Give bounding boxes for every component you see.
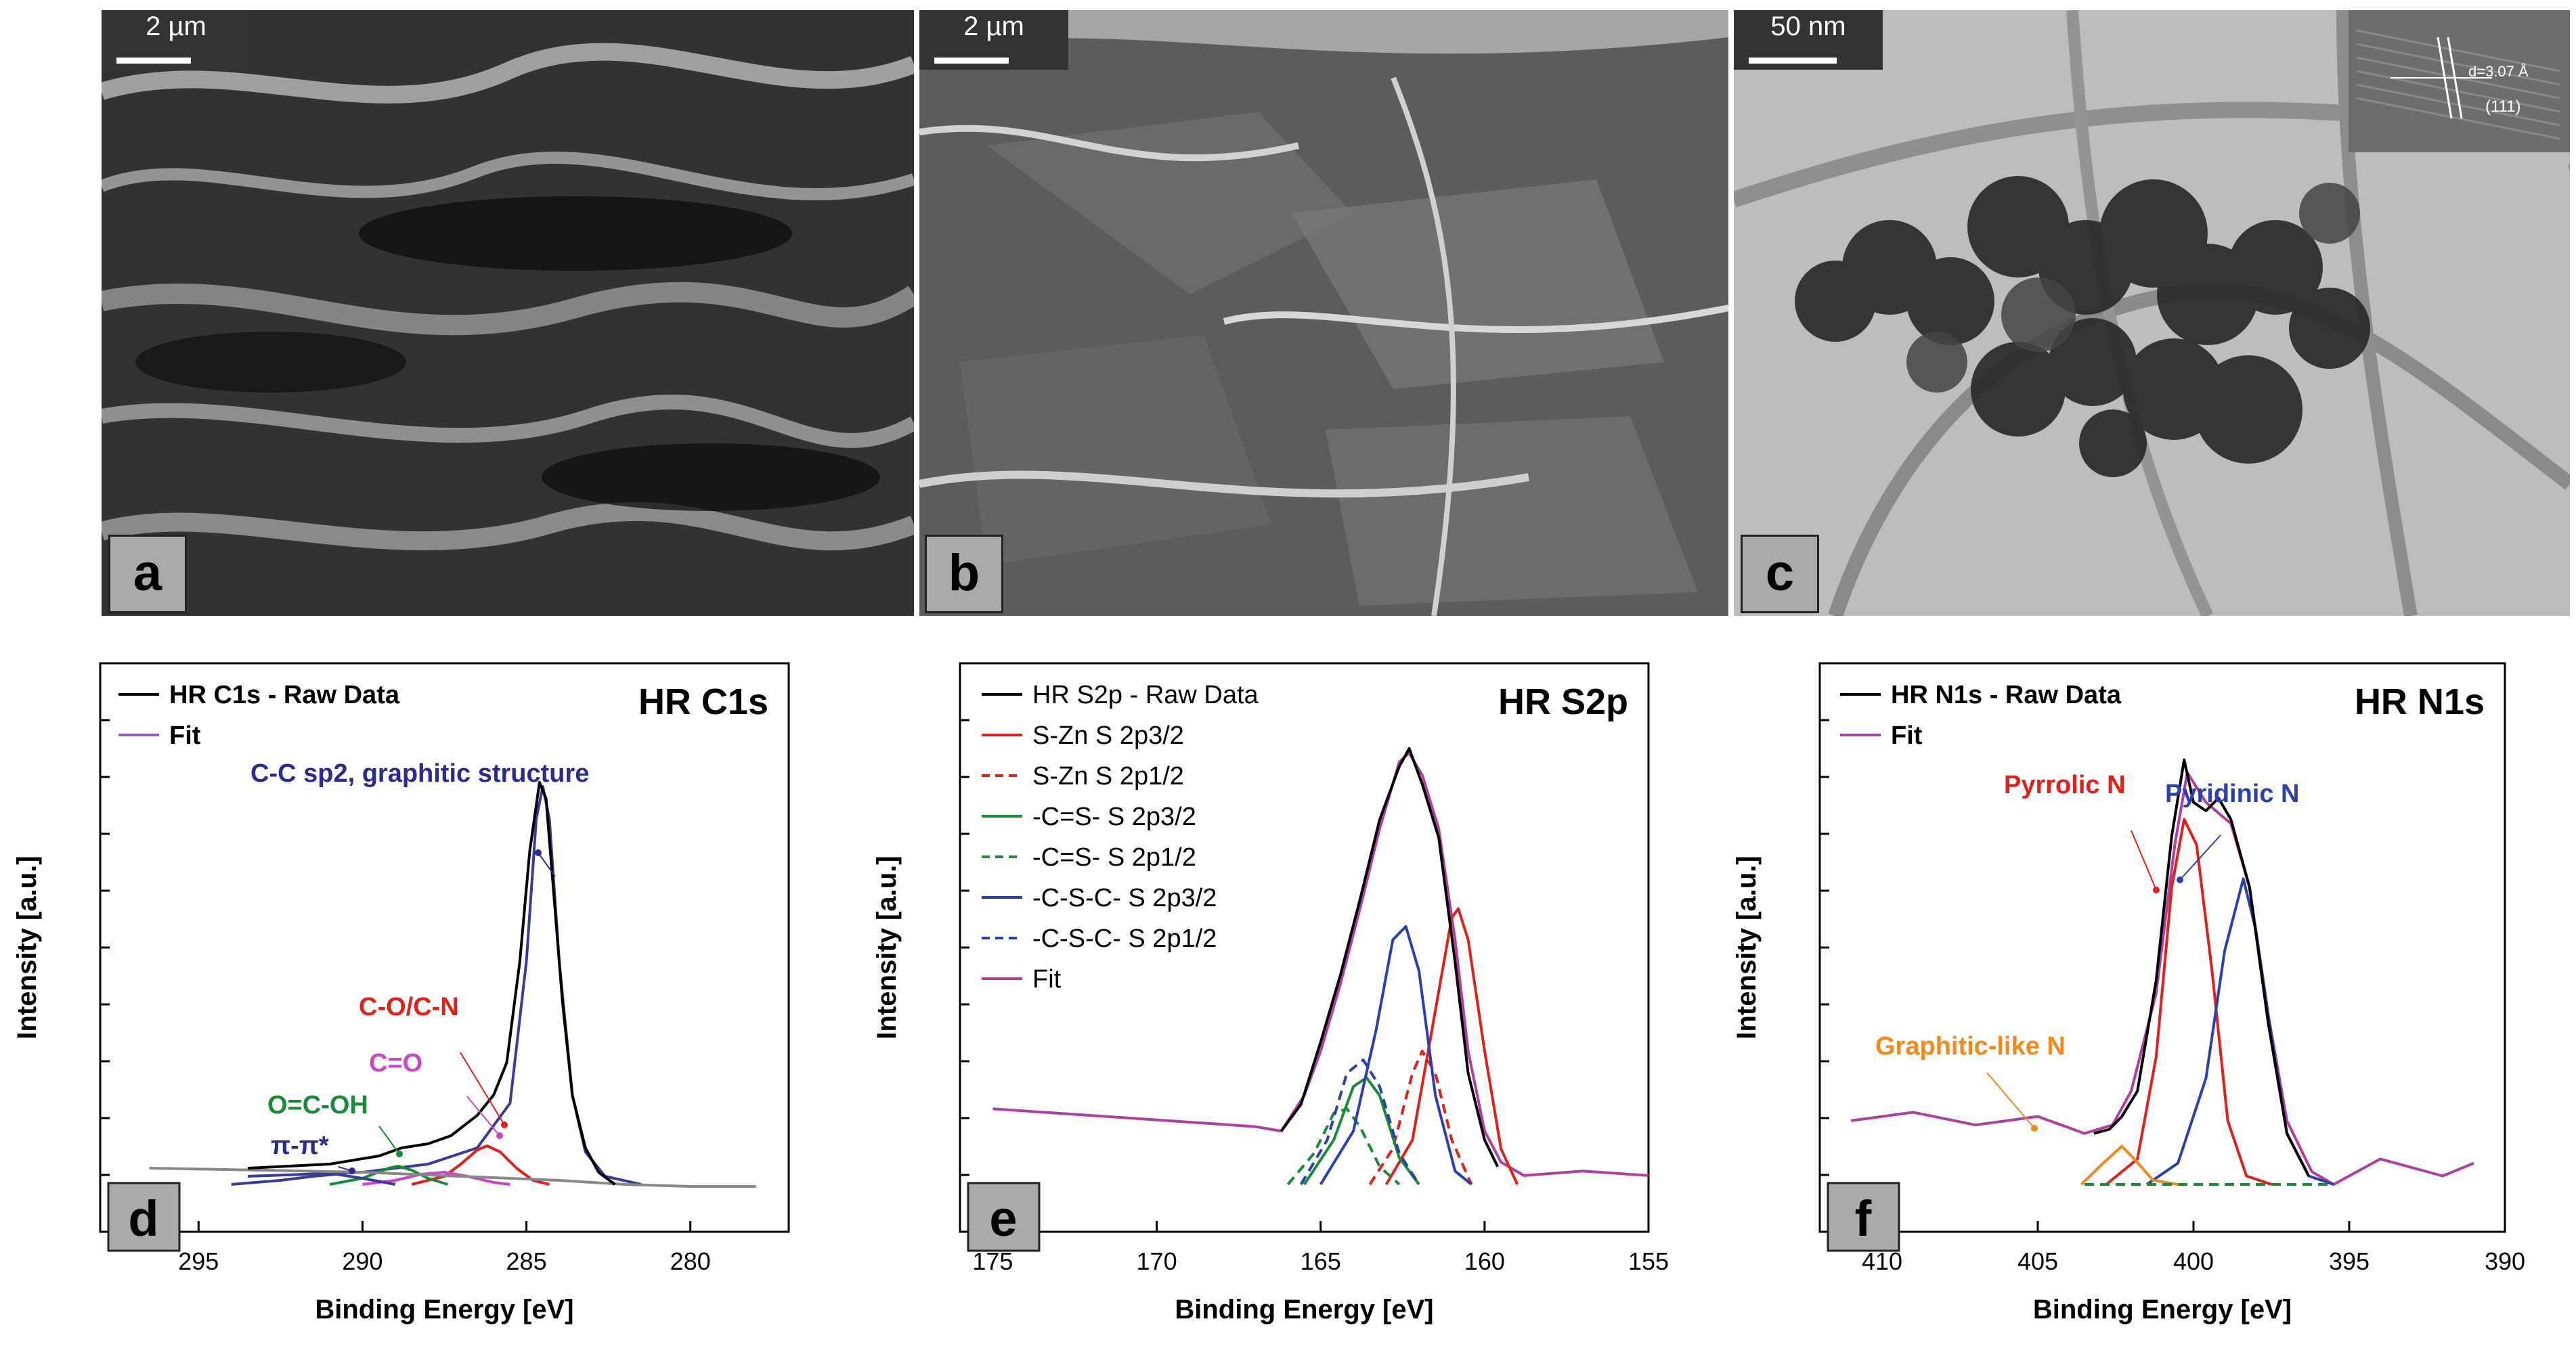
plot-frame (99, 662, 790, 1233)
peak-annotation: Pyrrolic N (2004, 771, 2126, 799)
tem-image-panel-c: d=3.07 Å (111) 50 nm (1734, 10, 2570, 616)
legend-label: Fit (1891, 721, 1923, 750)
annotation-arrow (460, 1052, 505, 1126)
x-axis-label: Binding Energy [eV] (2033, 1295, 2292, 1325)
legend-label: -C-S-C- S 2p3/2 (1032, 884, 1217, 912)
y-axis-label: Intensity [a.u.] (1732, 855, 1762, 1039)
legend-label: -C=S- S 2p1/2 (1032, 843, 1196, 872)
scale-bar-label: 50 nm (1770, 12, 1846, 41)
series-line (247, 785, 642, 1186)
scale-bar: 2 µm (919, 10, 1068, 70)
panel-label: f (1855, 1191, 1872, 1247)
series-line (247, 781, 616, 1186)
plane-label: (111) (2485, 97, 2520, 116)
x-tick-label: 290 (342, 1247, 383, 1275)
x-tick-label: 405 (2017, 1247, 2058, 1275)
annotation-arrowhead (396, 1151, 403, 1157)
peak-annotation: C-O/C-N (359, 993, 459, 1021)
series-line (1286, 1107, 1401, 1186)
scale-bar: 50 nm (1734, 10, 1883, 70)
hrtem-inset (2349, 10, 2570, 152)
annotation-arrow (466, 1096, 500, 1136)
annotation-arrow (2131, 830, 2157, 891)
annotation-arrow (2179, 835, 2221, 881)
series-line (1384, 907, 1519, 1186)
chart-title: HR C1s (638, 682, 768, 722)
x-axis-label: Binding Energy [eV] (315, 1295, 573, 1325)
chart-title: HR N1s (2355, 682, 2485, 722)
xps-c1s-chart: 295 290 285 280 Binding Energy [eV] Intensity… (0, 636, 860, 1354)
legend-label: -C-S-C- S 2p1/2 (1032, 925, 1217, 953)
peak-annotation: Graphitic-like N (1875, 1032, 2066, 1061)
x-tick-label: 295 (178, 1247, 219, 1275)
x-tick-label: 400 (2173, 1247, 2214, 1275)
x-tick-label: 395 (2329, 1247, 2370, 1275)
series-line (231, 1173, 396, 1186)
x-tick-label: 170 (1137, 1247, 1177, 1275)
annotation-arrowhead (2031, 1125, 2038, 1132)
panel-label-box (1827, 1182, 1900, 1252)
legend-label: Fit (169, 721, 201, 750)
series-line (1280, 747, 1499, 1167)
annotation-arrowhead (535, 849, 542, 856)
legend-label: -C=S- S 2p3/2 (1032, 803, 1196, 831)
legend-label: Fit (1032, 965, 1062, 994)
panel-label-box (967, 1182, 1041, 1252)
panel-label-b: b (925, 535, 1003, 613)
x-tick-label: 160 (1464, 1247, 1505, 1275)
xps-s2p-chart: 175 170 165 160 155 Binding Energy [eV] Intens… (860, 636, 1720, 1354)
annotation-arrowhead (349, 1167, 355, 1174)
panel-label: e (989, 1191, 1017, 1247)
annotation-arrow (1986, 1072, 2035, 1129)
panel-label-box (107, 1182, 181, 1252)
xps-n1s-chart: 410 405 400 395 390 Binding Energy [eV] Intens… (1720, 636, 2576, 1354)
series-line (2080, 1144, 2179, 1186)
peak-annotation: π-π* (271, 1132, 329, 1160)
d-spacing-label: d=3.07 Å (2468, 63, 2529, 80)
legend-label: HR N1s - Raw Data (1891, 681, 2122, 709)
panel-label-c: c (1741, 535, 1819, 613)
series-line (2145, 877, 2334, 1186)
chart-title: HR S2p (1498, 682, 1628, 722)
x-tick-label: 285 (506, 1247, 547, 1275)
series-line (1299, 1059, 1420, 1186)
peak-annotation: O=C-OH (267, 1091, 368, 1119)
series-line (2093, 758, 2310, 1177)
x-tick-label: 165 (1301, 1247, 1341, 1275)
y-axis-label: Intensity [a.u.] (872, 855, 902, 1039)
legend-label: S-Zn S 2p3/2 (1032, 721, 1184, 750)
annotation-arrow (538, 852, 556, 877)
peak-annotation: Pyridinic N (2165, 780, 2300, 808)
legend-label: HR S2p - Raw Data (1032, 681, 1259, 709)
series-line (362, 1171, 510, 1186)
series-line (1368, 1049, 1473, 1186)
x-tick-label: 175 (972, 1247, 1013, 1275)
scale-bar-label: 2 µm (146, 12, 206, 41)
x-tick-label: 280 (670, 1247, 711, 1275)
panel-label: d (128, 1191, 158, 1247)
legend-label: HR C1s - Raw Data (169, 681, 400, 709)
annotation-arrow (378, 1126, 400, 1155)
annotation-arrowhead (501, 1121, 508, 1128)
series-line (149, 1167, 756, 1188)
peak-annotation: C=O (369, 1049, 422, 1077)
scale-bar-label: 2 µm (963, 12, 1024, 41)
x-tick-label: 410 (1862, 1247, 1902, 1275)
scale-bar: 2 µm (102, 10, 250, 70)
series-line (2105, 818, 2272, 1186)
annotation-arrowhead (496, 1132, 503, 1139)
panel-label-a: a (108, 535, 187, 613)
annotation-arrowhead (2177, 876, 2183, 883)
x-tick-label: 155 (1628, 1247, 1669, 1275)
y-axis-label: Intensity [a.u.] (12, 855, 42, 1039)
sem-image-panel-b: 2 µm (919, 10, 1728, 616)
x-axis-label: Binding Energy [eV] (1175, 1295, 1433, 1325)
annotation-arrowhead (2153, 887, 2160, 893)
x-tick-label: 390 (2485, 1247, 2525, 1275)
sem-image-panel-a: 2 µm (102, 10, 914, 616)
series-line (1319, 925, 1472, 1186)
peak-annotation: C-C sp2, graphitic structure (250, 759, 589, 788)
legend-label: S-Zn S 2p1/2 (1032, 762, 1184, 791)
